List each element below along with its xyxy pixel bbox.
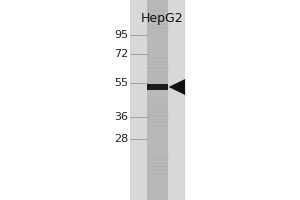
Text: 36: 36 — [114, 112, 128, 122]
Polygon shape — [169, 79, 185, 95]
Bar — [147, 84, 168, 90]
Text: HepG2: HepG2 — [141, 12, 183, 25]
Bar — [147, 0, 168, 200]
Text: 28: 28 — [114, 134, 128, 144]
Text: 72: 72 — [114, 49, 128, 59]
Bar — [130, 0, 185, 200]
Text: 55: 55 — [114, 78, 128, 88]
Text: 95: 95 — [114, 30, 128, 40]
